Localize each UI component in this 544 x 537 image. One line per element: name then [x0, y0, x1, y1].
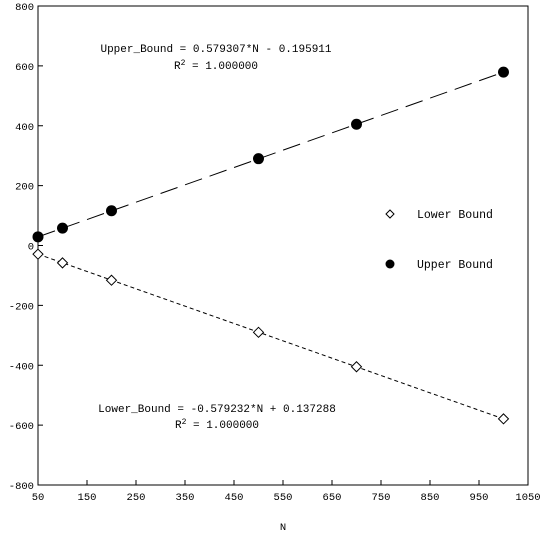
- x-tick-label: 150: [78, 492, 97, 504]
- y-tick-label: -600: [9, 421, 34, 433]
- x-tick-label: 250: [127, 492, 146, 504]
- lower-bound-point: [32, 248, 44, 260]
- x-axis-label: N: [280, 522, 286, 534]
- x-tick-label: 450: [225, 492, 244, 504]
- upper-bound-point: [253, 153, 264, 165]
- upper-fit-r-squared: R2 = 1.000000: [174, 59, 258, 73]
- x-axis-ticks: 50 150 250 350 450 550 650 750 850 950 1050: [32, 480, 541, 504]
- x-tick-label: 50: [32, 492, 45, 504]
- lower-bound-point: [105, 274, 118, 286]
- legend-label-lower-bound: Lower Bound: [417, 209, 493, 222]
- lower-bound-fit-line: [37, 253, 504, 420]
- upper-bound-point: [32, 231, 44, 243]
- upper-fit-equation: Upper_Bound = 0.579307*N - 0.195911: [100, 44, 331, 56]
- y-tick-label: 800: [15, 2, 34, 14]
- upper-bound-point: [351, 118, 362, 130]
- x-tick-label: 550: [274, 492, 293, 504]
- legend: Lower Bound Upper Bound: [385, 209, 493, 272]
- legend-marker-upper-bound: [385, 259, 395, 269]
- upper-bound-point: [498, 66, 509, 78]
- lower-bound-point: [497, 413, 510, 425]
- fit-lines: [37, 71, 504, 420]
- y-tick-label: -400: [9, 361, 34, 373]
- y-tick-label: 400: [15, 122, 34, 134]
- lower-bound-point: [56, 257, 69, 269]
- x-tick-label: 350: [176, 492, 195, 504]
- x-tick-label: 1050: [515, 492, 540, 504]
- y-tick-label: 600: [15, 62, 34, 74]
- lower-fit-equation: Lower_Bound = -0.579232*N + 0.137288: [98, 404, 336, 416]
- lower-bound-point: [252, 326, 265, 339]
- x-tick-label: 750: [372, 492, 391, 504]
- y-tick-label: -800: [9, 481, 34, 493]
- x-tick-label: 850: [421, 492, 440, 504]
- x-tick-label: 650: [323, 492, 342, 504]
- upper-bound-point: [57, 222, 68, 234]
- y-tick-label: 0: [28, 242, 34, 254]
- upper-bound-point: [106, 205, 117, 217]
- y-axis-ticks: -800 -600 -400 -200 0 200 400 600 800: [9, 2, 43, 493]
- y-tick-label: 200: [15, 182, 34, 194]
- y-tick-label: -200: [9, 301, 34, 313]
- legend-label-upper-bound: Upper Bound: [417, 259, 493, 272]
- legend-marker-lower-bound: [385, 209, 395, 219]
- data-points: [32, 66, 510, 425]
- x-tick-label: 950: [470, 492, 489, 504]
- lower-bound-point: [350, 361, 363, 373]
- lower-fit-r-squared: R2 = 1.000000: [175, 418, 259, 432]
